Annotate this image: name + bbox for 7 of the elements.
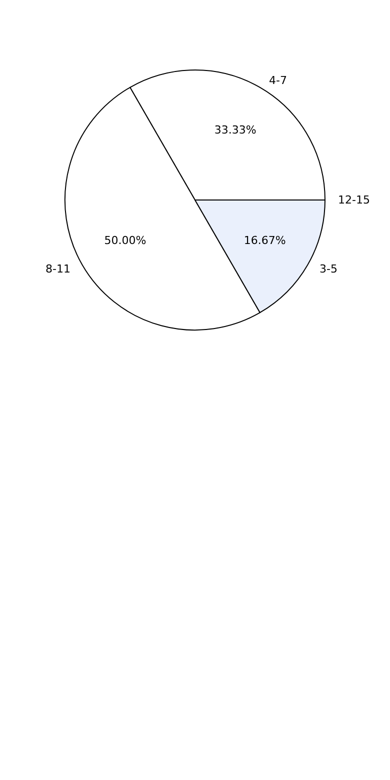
slice-label: 3-5 [320,262,338,276]
data-label: 16.67% [244,234,286,247]
slice-label: 4-7 [269,74,287,87]
slice-label: 8-11 [46,262,70,276]
category-label: 12-15 [338,194,370,206]
data-label: 50.00% [104,234,146,247]
data-label: 33.33% [214,124,256,137]
